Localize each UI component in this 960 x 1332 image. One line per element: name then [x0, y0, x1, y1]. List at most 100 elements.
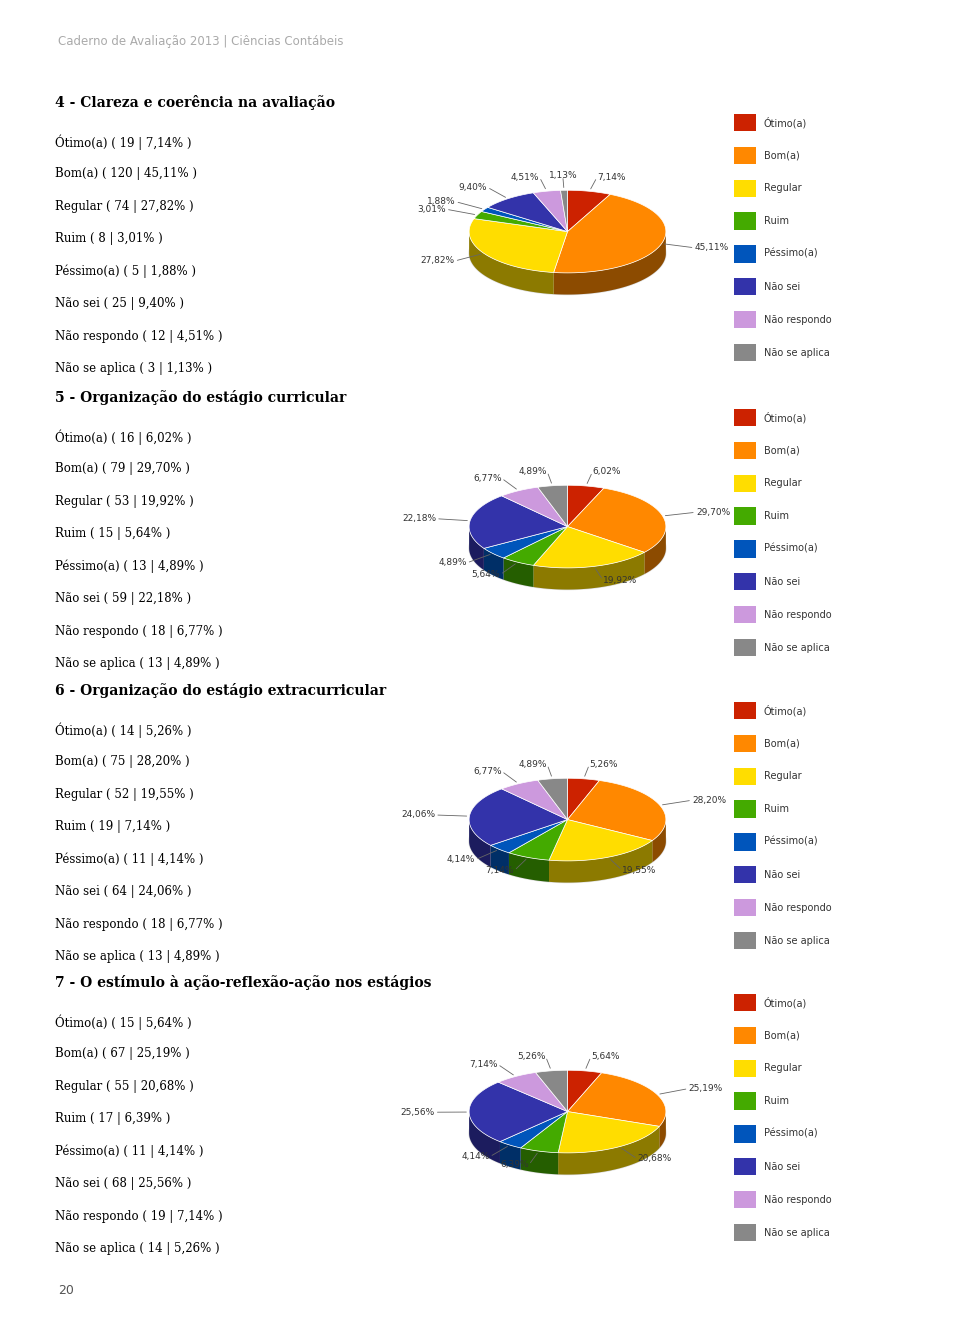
Text: Não sei ( 25 | 9,40% ): Não sei ( 25 | 9,40% ) — [55, 297, 184, 310]
Bar — [734, 994, 756, 1011]
Polygon shape — [469, 507, 666, 590]
Text: Bom(a) ( 75 | 28,20% ): Bom(a) ( 75 | 28,20% ) — [55, 755, 190, 769]
Text: Péssimo(a): Péssimo(a) — [764, 249, 818, 258]
Polygon shape — [484, 526, 567, 558]
Polygon shape — [502, 488, 567, 526]
Polygon shape — [469, 789, 567, 846]
Text: 20: 20 — [58, 1284, 74, 1297]
Bar — [734, 639, 756, 657]
Polygon shape — [491, 846, 509, 874]
Text: 5 - Organização do estágio curricular: 5 - Organização do estágio curricular — [55, 390, 347, 405]
Text: Regular ( 55 | 20,68% ): Regular ( 55 | 20,68% ) — [55, 1080, 194, 1092]
Polygon shape — [498, 1072, 567, 1112]
Text: 4,89%: 4,89% — [438, 558, 467, 567]
Text: Não respondo ( 18 | 6,77% ): Não respondo ( 18 | 6,77% ) — [55, 625, 223, 638]
Polygon shape — [469, 1092, 666, 1175]
Text: 5,26%: 5,26% — [589, 761, 618, 769]
Bar — [734, 801, 756, 818]
Polygon shape — [469, 212, 666, 294]
Bar — [734, 113, 756, 131]
Text: Péssimo(a) ( 11 | 4,14% ): Péssimo(a) ( 11 | 4,14% ) — [55, 1144, 204, 1159]
Polygon shape — [502, 781, 567, 819]
Text: Não se aplica ( 13 | 4,89% ): Não se aplica ( 13 | 4,89% ) — [55, 950, 220, 963]
Text: 25,19%: 25,19% — [688, 1084, 723, 1094]
Text: 5,64%: 5,64% — [471, 570, 500, 579]
Bar — [734, 834, 756, 851]
Text: 6 - Organização do estágio extracurricular: 6 - Organização do estágio extracurricul… — [55, 683, 386, 698]
Polygon shape — [469, 801, 666, 883]
Text: Não respondo: Não respondo — [764, 903, 831, 912]
Bar — [734, 147, 756, 164]
Text: Ruim: Ruim — [764, 216, 789, 226]
Polygon shape — [549, 840, 653, 883]
Text: 28,20%: 28,20% — [692, 795, 726, 805]
Text: Péssimo(a): Péssimo(a) — [764, 543, 818, 554]
Polygon shape — [503, 558, 534, 587]
Text: 3,01%: 3,01% — [418, 205, 445, 213]
Polygon shape — [469, 1112, 500, 1163]
Text: Não respondo: Não respondo — [764, 610, 831, 619]
Text: 6,39%: 6,39% — [500, 1160, 529, 1169]
Text: 5,64%: 5,64% — [591, 1052, 619, 1062]
Bar — [734, 866, 756, 883]
Text: 5,26%: 5,26% — [517, 1052, 545, 1062]
Text: 7 - O estímulo à ação-reflexão-ação nos estágios: 7 - O estímulo à ação-reflexão-ação nos … — [55, 975, 431, 990]
Text: Não sei: Não sei — [764, 282, 801, 292]
Text: Ótimo(a) ( 14 | 5,26% ): Ótimo(a) ( 14 | 5,26% ) — [55, 723, 191, 738]
Text: 6,02%: 6,02% — [592, 468, 621, 477]
Polygon shape — [660, 1112, 666, 1148]
Text: Bom(a): Bom(a) — [764, 445, 800, 456]
Text: 4,51%: 4,51% — [511, 173, 540, 181]
Polygon shape — [653, 821, 666, 862]
Bar — [734, 573, 756, 590]
Text: Não sei ( 59 | 22,18% ): Não sei ( 59 | 22,18% ) — [55, 593, 191, 605]
Bar — [734, 245, 756, 262]
Text: Bom(a) ( 67 | 25,19% ): Bom(a) ( 67 | 25,19% ) — [55, 1047, 190, 1060]
Polygon shape — [484, 549, 503, 579]
Polygon shape — [534, 553, 644, 590]
Polygon shape — [554, 233, 666, 294]
Polygon shape — [567, 1070, 602, 1112]
Text: Ruim ( 17 | 6,39% ): Ruim ( 17 | 6,39% ) — [55, 1112, 170, 1126]
Text: 6,77%: 6,77% — [473, 767, 501, 775]
Text: Péssimo(a) ( 13 | 4,89% ): Péssimo(a) ( 13 | 4,89% ) — [55, 559, 204, 573]
Polygon shape — [558, 1112, 660, 1154]
Polygon shape — [469, 527, 484, 570]
Bar — [734, 1027, 756, 1044]
Text: Bom(a): Bom(a) — [764, 1030, 800, 1040]
Text: Regular: Regular — [764, 478, 802, 488]
Text: 9,40%: 9,40% — [459, 182, 487, 192]
Text: Regular ( 53 | 19,92% ): Regular ( 53 | 19,92% ) — [55, 494, 194, 507]
Text: 4,89%: 4,89% — [518, 468, 547, 476]
Polygon shape — [561, 190, 567, 232]
Polygon shape — [482, 208, 567, 232]
Text: Não se aplica ( 13 | 4,89% ): Não se aplica ( 13 | 4,89% ) — [55, 657, 220, 670]
Bar — [734, 474, 756, 492]
Text: Não respondo ( 19 | 7,14% ): Não respondo ( 19 | 7,14% ) — [55, 1209, 223, 1223]
Bar — [734, 180, 756, 197]
Text: Não respondo ( 18 | 6,77% ): Não respondo ( 18 | 6,77% ) — [55, 918, 223, 931]
Text: 29,70%: 29,70% — [696, 507, 731, 517]
Text: Péssimo(a): Péssimo(a) — [764, 836, 818, 847]
Bar — [734, 767, 756, 785]
Text: Não respondo ( 12 | 4,51% ): Não respondo ( 12 | 4,51% ) — [55, 329, 223, 342]
Text: 19,55%: 19,55% — [622, 866, 657, 875]
Text: Não sei ( 68 | 25,56% ): Não sei ( 68 | 25,56% ) — [55, 1177, 191, 1189]
Polygon shape — [567, 489, 666, 553]
Text: Ruim ( 15 | 5,64% ): Ruim ( 15 | 5,64% ) — [55, 527, 170, 541]
Polygon shape — [538, 485, 567, 526]
Text: Não respondo: Não respondo — [764, 314, 831, 325]
Bar — [734, 213, 756, 229]
Text: Regular ( 74 | 27,82% ): Regular ( 74 | 27,82% ) — [55, 200, 194, 213]
Text: Regular: Regular — [764, 184, 802, 193]
Text: Ruim: Ruim — [764, 511, 789, 521]
Polygon shape — [520, 1148, 558, 1175]
Text: Bom(a) ( 120 | 45,11% ): Bom(a) ( 120 | 45,11% ) — [55, 168, 197, 180]
Polygon shape — [500, 1112, 567, 1148]
Text: Ótimo(a) ( 16 | 6,02% ): Ótimo(a) ( 16 | 6,02% ) — [55, 430, 191, 445]
Text: Péssimo(a): Péssimo(a) — [764, 1130, 818, 1139]
Text: 20,68%: 20,68% — [637, 1155, 672, 1163]
Polygon shape — [567, 190, 611, 232]
Polygon shape — [567, 781, 666, 840]
Bar — [734, 409, 756, 426]
